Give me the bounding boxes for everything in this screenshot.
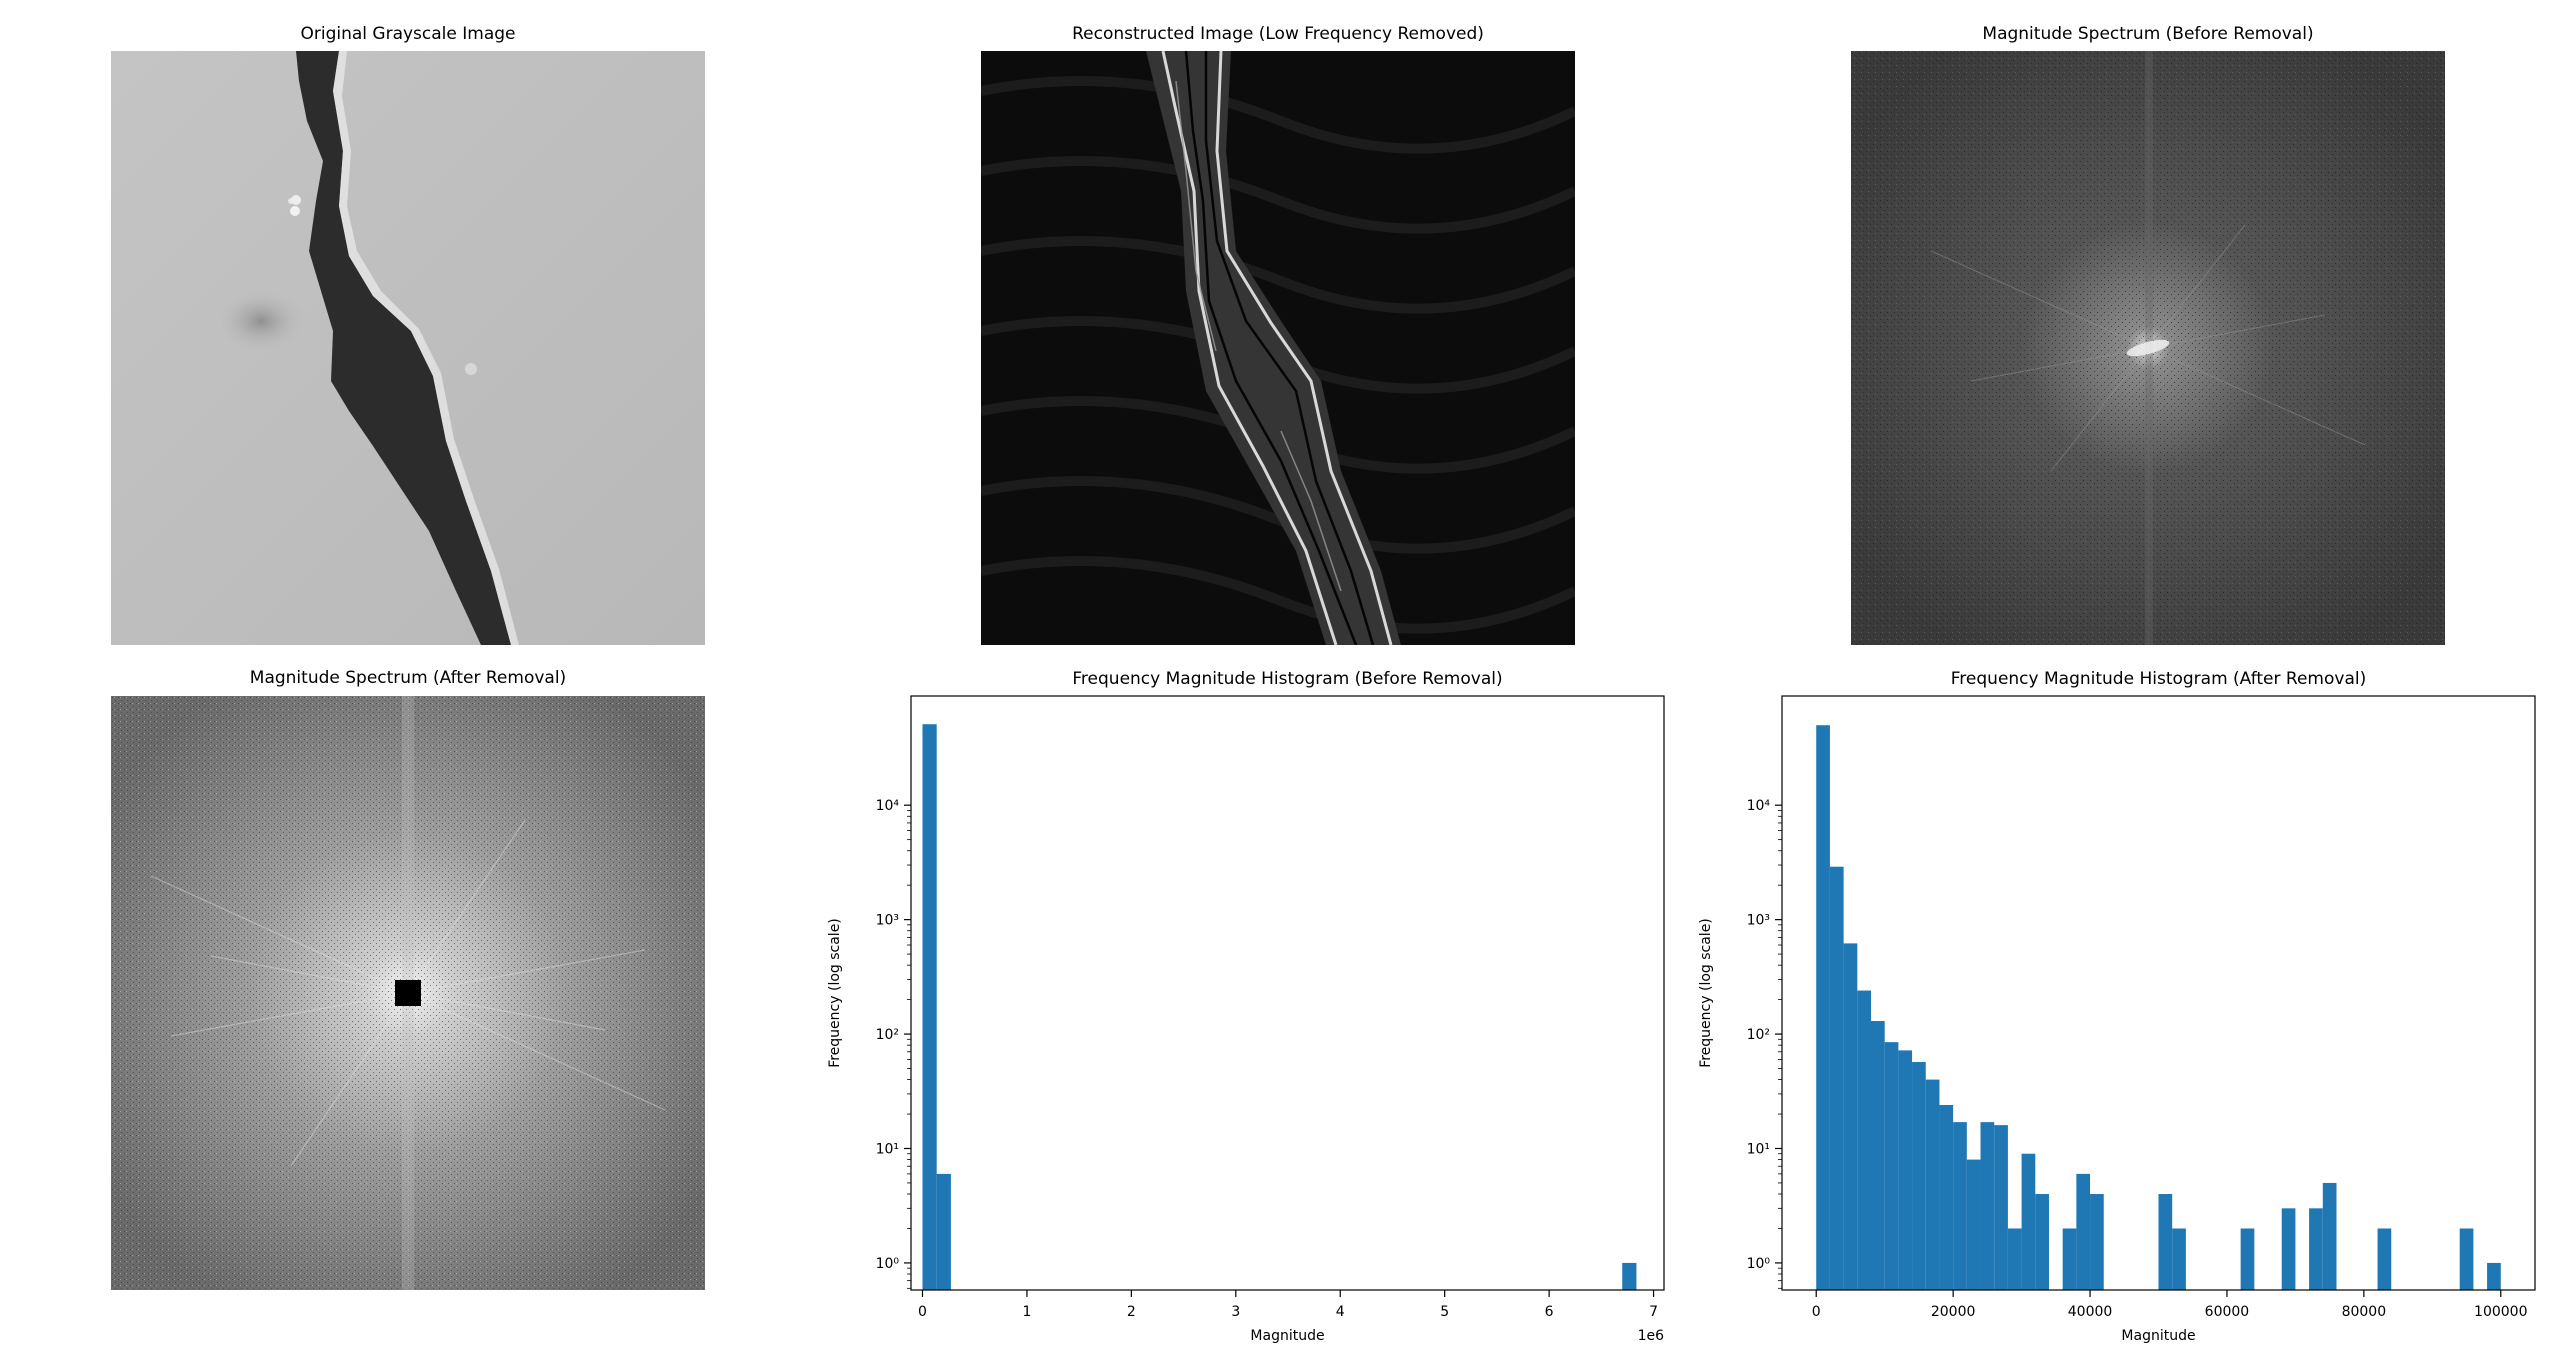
original-image-title: Original Grayscale Image [300, 24, 516, 44]
hist-after-bar [2007, 1228, 2022, 1290]
hist-before-ytick-label: 10¹ [876, 1141, 899, 1157]
hist-before-xtick-label: 5 [1440, 1304, 1449, 1320]
hist-before-ytick-label: 10³ [876, 913, 899, 929]
hist-after-ytick-label: 10³ [1747, 913, 1770, 929]
hist-before-x-offset-label: 1e6 [1638, 1328, 1665, 1344]
hist-after-ylabel: Frequency (log scale) [1698, 918, 1714, 1068]
hist-before-ytick-label: 10² [876, 1027, 899, 1043]
hist-after-xtick-label: 40000 [2068, 1304, 2113, 1320]
hist-after-ytick-label: 10⁰ [1747, 1256, 1771, 1272]
hist-after-bar [2487, 1262, 2501, 1290]
hist-after-bar [1829, 866, 1844, 1290]
hist-before-axes-frame [910, 695, 1665, 1291]
hist-after-bar [2240, 1228, 2255, 1290]
hist-after-bar [2309, 1208, 2323, 1290]
hist-after-bar [1870, 1021, 1885, 1290]
hist-after-ytick-label: 10² [1747, 1027, 1770, 1043]
magnitude-spectrum-after [111, 696, 705, 1290]
hist-after-bar [1843, 943, 1858, 1290]
hist-before-xtick-label: 3 [1231, 1304, 1240, 1320]
hist-after-xtick-label: 20000 [1931, 1304, 1976, 1320]
reconstructed-image [981, 51, 1575, 645]
hist-before-xtick-label: 2 [1127, 1304, 1136, 1320]
hist-after-ytick-label: 10⁴ [1747, 798, 1771, 814]
removed-low-frequency-block [395, 980, 421, 1006]
hist-before-bar [1622, 1262, 1637, 1290]
hist-before-bar [922, 724, 937, 1290]
hist-after-bar [2377, 1228, 2392, 1290]
hist-before-title: Frequency Magnitude Histogram (Before Re… [1072, 669, 1502, 689]
magnitude-spectrum-before [1851, 51, 2445, 645]
hist-after-bar [1898, 1050, 1913, 1290]
hist-after-bar [1857, 990, 1871, 1290]
hist-after-bar [2281, 1208, 2296, 1290]
hist-after-bar [1939, 1104, 1954, 1290]
hist-after-xtick-label: 80000 [2342, 1304, 2387, 1320]
hist-before-xlabel: Magnitude [1250, 1328, 1324, 1344]
hist-after-xtick-label: 100000 [2474, 1304, 2527, 1320]
spectrum-before-title: Magnitude Spectrum (Before Removal) [1982, 24, 2314, 44]
hist-after-bar [2021, 1153, 2036, 1290]
hist-after-xtick-label: 0 [1812, 1304, 1821, 1320]
hist-after-xtick-label: 60000 [2205, 1304, 2250, 1320]
hist-after-ytick-label: 10¹ [1747, 1141, 1770, 1157]
hist-after-bar [1925, 1079, 1940, 1290]
hist-after-bar [1953, 1122, 1967, 1290]
hist-before-xtick-label: 6 [1545, 1304, 1554, 1320]
hist-before-xtick-label: 7 [1649, 1304, 1658, 1320]
hist-after-bar [1816, 725, 1830, 1290]
hist-before-xtick-label: 1 [1022, 1304, 1031, 1320]
hist-after-bar [2172, 1228, 2186, 1290]
hist-after-xlabel: Magnitude [2121, 1328, 2195, 1344]
hist-after-title: Frequency Magnitude Histogram (After Rem… [1951, 669, 2366, 689]
reconstructed-image-title: Reconstructed Image (Low Frequency Remov… [1072, 24, 1484, 44]
hist-after-bar [2090, 1194, 2104, 1290]
hist-after-bar [1966, 1159, 1981, 1290]
hist-before-bar [936, 1173, 951, 1290]
hist-before-xtick-label: 0 [918, 1304, 927, 1320]
hist-after-bar [2459, 1228, 2474, 1290]
hist-before-ylabel: Frequency (log scale) [827, 918, 843, 1068]
hist-before-ytick-label: 10⁰ [876, 1256, 900, 1272]
hist-before-ytick-label: 10⁴ [876, 798, 900, 814]
hist-after-bar [2076, 1173, 2091, 1290]
hist-after-bar [1884, 1042, 1899, 1290]
hist-after-bar [2035, 1194, 2049, 1290]
hist-after-bar [2322, 1182, 2337, 1290]
hist-after-axes-frame [1781, 695, 2536, 1291]
hist-before-xtick-label: 4 [1336, 1304, 1345, 1320]
spectrum-after-title: Magnitude Spectrum (After Removal) [249, 668, 567, 688]
hist-after-bar [2062, 1228, 2077, 1290]
hist-after-bar [1912, 1061, 1926, 1290]
hist-after-bar [2158, 1194, 2173, 1290]
hist-after-bar [1994, 1125, 2008, 1290]
original-grayscale-image [111, 51, 705, 645]
hist-after-bar [1980, 1122, 1995, 1290]
